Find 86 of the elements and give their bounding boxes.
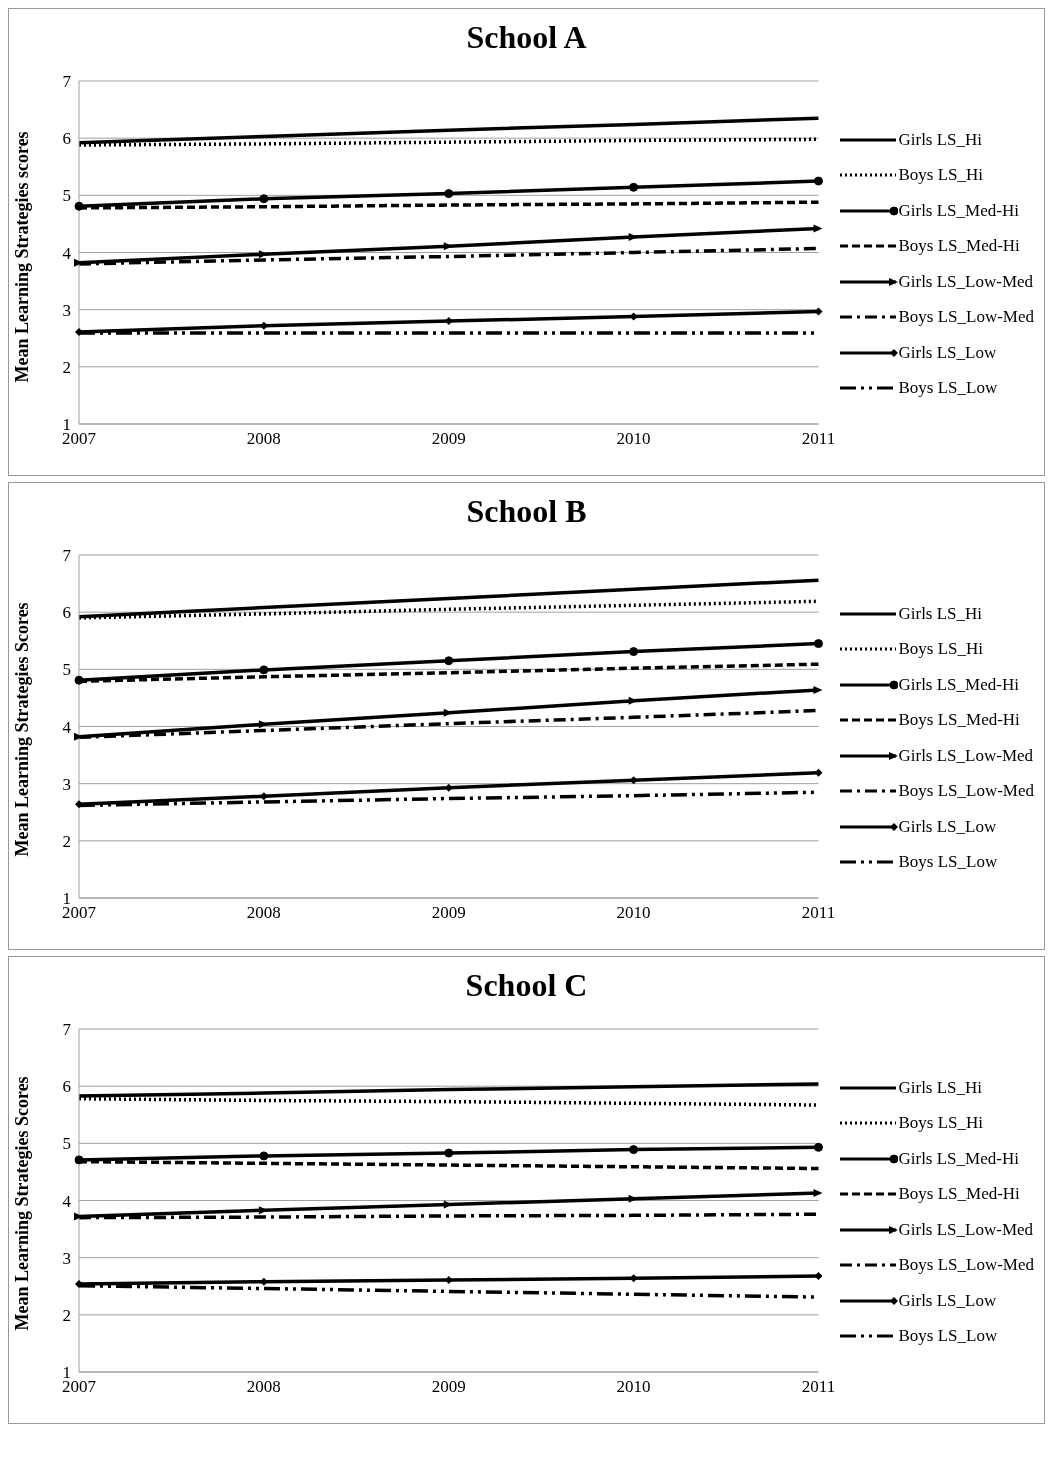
point — [814, 1271, 823, 1280]
chart-title: School A — [465, 19, 588, 57]
x-tick-label: 2007 — [62, 1377, 97, 1397]
x-tick-label: 2010 — [616, 429, 651, 449]
point — [74, 675, 84, 685]
point — [444, 656, 454, 666]
y-tick-label: 2 — [62, 357, 71, 377]
legend-label: Boys LS_Low-Med — [898, 781, 1034, 802]
point — [813, 1142, 823, 1152]
y-tick-label: 6 — [62, 129, 71, 149]
legend-label: Girls LS_Med-Hi — [898, 200, 1019, 221]
legend-label: Girls LS_Med-Hi — [898, 1148, 1019, 1169]
legend-label: Boys LS_Low-Med — [898, 307, 1034, 328]
legend-label: Girls LS_Low — [898, 816, 997, 837]
point — [813, 685, 823, 694]
y-tick-label: 5 — [62, 186, 71, 206]
legend-label: Boys LS_Hi — [898, 165, 984, 186]
x-tick-label: 2011 — [801, 1377, 836, 1397]
legend-label: Boys LS_Med-Hi — [898, 710, 1020, 731]
x-tick-label: 2008 — [246, 1377, 281, 1397]
y-axis-title: Mean Learning Strategies Scores — [12, 602, 33, 857]
legend-label: Boys LS_Low — [898, 378, 998, 399]
y-axis-title: Mean Learning Strategies scores — [12, 131, 33, 383]
point — [75, 327, 83, 336]
x-tick-label: 2008 — [246, 429, 281, 449]
point — [259, 1151, 269, 1161]
legend-label: Girls LS_Hi — [898, 1077, 983, 1098]
y-tick-label: 4 — [62, 243, 72, 263]
y-axis-title: Mean Learning Strategies Scores — [12, 1076, 33, 1331]
y-tick-label: 4 — [62, 717, 72, 737]
point — [444, 189, 454, 199]
x-tick-label: 2008 — [246, 903, 281, 923]
point — [814, 768, 823, 777]
legend-label: Girls LS_Low-Med — [898, 271, 1034, 292]
legend-label: Boys LS_Med-Hi — [898, 236, 1020, 257]
point — [75, 1279, 83, 1288]
point — [74, 201, 84, 211]
y-tick-label: 7 — [62, 72, 72, 92]
x-tick-label: 2011 — [801, 429, 836, 449]
point — [75, 800, 83, 809]
y-tick-label: 3 — [62, 300, 71, 320]
legend-label: Boys LS_Hi — [898, 639, 984, 660]
legend-label: Girls LS_Low — [898, 342, 997, 363]
y-tick-label: 6 — [62, 1077, 71, 1097]
point — [629, 647, 639, 657]
y-tick-label: 5 — [62, 660, 71, 680]
legend-label: Boys LS_Low — [898, 852, 998, 873]
legend-label: Girls LS_Low-Med — [898, 745, 1034, 766]
legend-label: Boys LS_Low — [898, 1326, 998, 1347]
point — [813, 176, 823, 186]
y-tick-label: 5 — [62, 1134, 71, 1154]
legend-label: Boys LS_Med-Hi — [898, 1184, 1020, 1205]
point — [444, 1148, 454, 1158]
chart-title: School B — [465, 493, 588, 531]
legend-label: Girls LS_Low-Med — [898, 1219, 1034, 1240]
legend-label: Girls LS_Low — [898, 1290, 997, 1311]
x-tick-label: 2007 — [62, 429, 97, 449]
x-tick-label: 2007 — [62, 903, 97, 923]
point — [74, 1155, 84, 1165]
y-tick-label: 2 — [62, 1305, 71, 1325]
point — [813, 639, 823, 649]
chart-title: School C — [464, 967, 589, 1005]
point — [259, 194, 269, 204]
legend-label: Girls LS_Hi — [898, 603, 983, 624]
y-tick-label: 7 — [62, 546, 72, 566]
x-tick-label: 2009 — [431, 903, 466, 923]
legend-label: Girls LS_Hi — [898, 129, 983, 150]
y-tick-label: 7 — [62, 1020, 72, 1040]
x-tick-label: 2010 — [616, 1377, 651, 1397]
x-tick-label: 2010 — [616, 903, 651, 923]
y-tick-label: 2 — [62, 831, 71, 851]
y-tick-label: 3 — [62, 1248, 71, 1268]
x-tick-label: 2009 — [431, 1377, 466, 1397]
legend-label: Girls LS_Med-Hi — [898, 674, 1019, 695]
point — [259, 665, 269, 675]
legend-label: Boys LS_Low-Med — [898, 1255, 1034, 1276]
point — [629, 1145, 639, 1155]
y-tick-label: 6 — [62, 603, 71, 623]
point — [813, 224, 823, 233]
y-tick-label: 4 — [62, 1191, 72, 1211]
point — [629, 182, 639, 192]
x-tick-label: 2009 — [431, 429, 466, 449]
x-tick-label: 2011 — [801, 903, 836, 923]
point — [813, 1189, 823, 1198]
y-tick-label: 3 — [62, 774, 71, 794]
legend-label: Boys LS_Hi — [898, 1113, 984, 1134]
